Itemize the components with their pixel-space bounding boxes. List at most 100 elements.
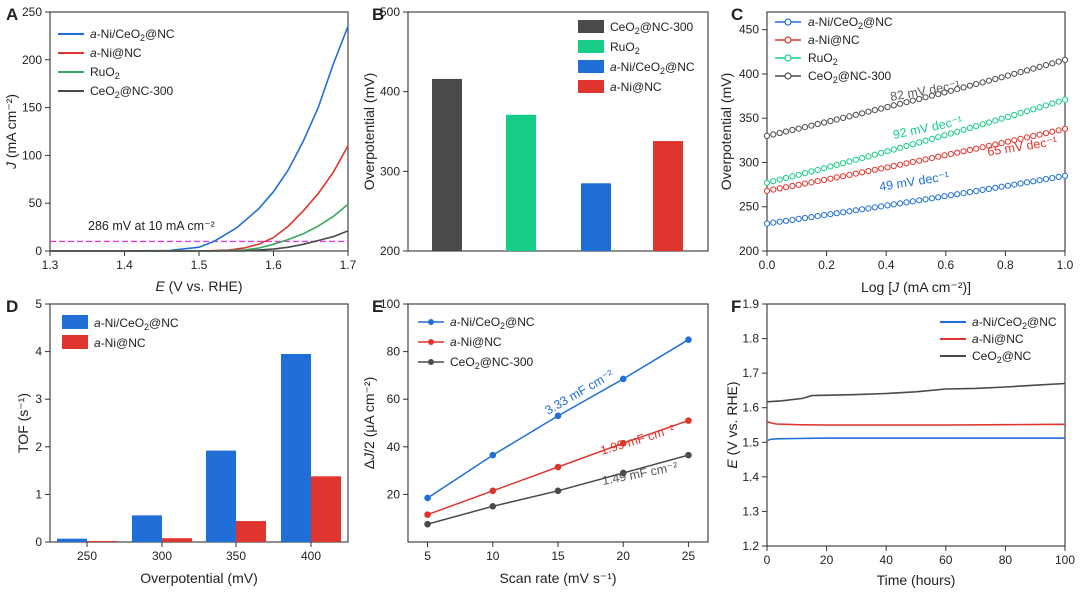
- panel-c-point-1: [840, 173, 847, 180]
- panel-c-point-2: [789, 173, 796, 180]
- panel-c-y-tick-label: 300: [739, 155, 759, 169]
- panel-a-x-tick-label: 1.4: [116, 258, 133, 272]
- panel-c-point-1: [941, 152, 948, 159]
- panel-c-point-1: [909, 158, 916, 166]
- panel-a-series-line-1: [50, 145, 349, 252]
- panel-c-point-2: [821, 165, 828, 172]
- panel-c-point-1: [871, 166, 878, 173]
- panel-d-y-axis-title: TOF (s⁻¹): [15, 393, 31, 453]
- panel-f-x-axis-title: Time (hours): [877, 572, 956, 588]
- panel-c-point-2: [1023, 108, 1031, 115]
- panel-label-e: E: [372, 297, 383, 316]
- panel-c-point-1: [827, 175, 834, 182]
- panel-c-point-3: [1042, 62, 1050, 69]
- panel-c-point-2: [833, 161, 840, 168]
- panel-c-point-2: [865, 153, 872, 160]
- panel-c-point-0: [947, 192, 955, 199]
- panel-c-point-2: [1030, 106, 1037, 113]
- panel-c-point-3: [890, 102, 897, 109]
- axis-title-units: (V vs. RHE): [165, 278, 243, 294]
- panel-d-y-tick-label: 2: [35, 440, 42, 454]
- panel-c-point-3: [833, 116, 840, 123]
- panel-e-point-2: [685, 451, 692, 459]
- panel-c-point-3: [776, 129, 783, 137]
- panel-a-x-tick-label: 1.5: [191, 258, 208, 272]
- panel-f-y-tick-label: 1.4: [742, 470, 759, 484]
- panel-e-capacitance-label-2: 1.49 mF cm⁻²: [601, 460, 679, 488]
- legend-label-main: CeO: [610, 20, 635, 34]
- panel-e: E 5 10 15 20 25 20 40 60 80 100 3.33 mF cm⁻² 1.99 mF…: [361, 297, 709, 586]
- panel-c-point-2: [954, 128, 961, 135]
- legend-label-main: -Ni/CeO: [457, 315, 500, 329]
- panel-c-point-2: [871, 151, 878, 158]
- panel-e-y-tick-label: 100: [380, 297, 400, 311]
- panel-c-point-3: [770, 131, 777, 138]
- panel-c-point-0: [985, 185, 993, 192]
- panel-c-point-3: [966, 82, 974, 89]
- legend-label-main: -Ni@NC: [617, 80, 662, 94]
- panel-c-point-1: [808, 179, 815, 186]
- axis-title-symbol: J: [891, 279, 900, 295]
- panel-f-series-line-0: [766, 437, 1065, 442]
- legend-label-tail: @NC: [149, 316, 179, 330]
- panel-c-point-0: [903, 199, 910, 206]
- panel-c-point-3: [801, 124, 809, 131]
- panel-c-point-2: [960, 126, 967, 133]
- panel-c-point-3: [808, 122, 815, 129]
- panel-c-point-0: [916, 197, 923, 204]
- panel-c-point-3: [763, 132, 771, 139]
- legend-label-tail: @NC-300: [480, 355, 534, 369]
- panel-d-y-tick-label: 4: [35, 345, 42, 359]
- panel-c-point-0: [1036, 177, 1043, 184]
- panel-c-point-1: [928, 155, 936, 162]
- panel-c-point-1: [903, 160, 910, 167]
- legend-label-main: CeO: [450, 355, 475, 369]
- axis-title-symbol: E: [155, 278, 165, 294]
- panel-c-point-0: [960, 190, 967, 197]
- legend-label-tail: @NC: [665, 60, 695, 74]
- panel-c-point-0: [1023, 179, 1031, 186]
- panel-c-point-3: [859, 110, 866, 117]
- legend-label-italic: a: [972, 332, 979, 346]
- panel-b-plot-frame: [407, 11, 709, 252]
- panel-c-point-2: [1042, 102, 1050, 109]
- panel-c-point-1: [979, 144, 986, 151]
- panel-c-point-0: [1017, 180, 1024, 187]
- panel-c-point-2: [922, 137, 929, 144]
- panel-d-plot-frame: [49, 303, 349, 543]
- panel-c-point-2: [909, 141, 916, 148]
- panel-f-y-tick-label: 1.8: [742, 332, 759, 346]
- legend-label-subscript: 2: [475, 361, 480, 371]
- panel-c-point-2: [1011, 111, 1018, 119]
- panel-c-point-0: [897, 200, 904, 207]
- legend-label-tail: @NC-300: [120, 84, 174, 98]
- panel-c-point-2: [985, 119, 993, 126]
- panel-c-legend-swatch-marker-3: [784, 72, 792, 80]
- panel-c-y-tick-label: 400: [739, 67, 759, 81]
- panel-e-legend-swatch-marker-0: [428, 319, 434, 325]
- panel-b-legend-label-1: RuO2: [610, 40, 640, 56]
- legend-label-italic: a: [90, 46, 97, 60]
- panel-c-point-3: [782, 128, 790, 135]
- legend-label-main: -Ni/CeO: [97, 27, 140, 41]
- panel-c-point-0: [795, 215, 802, 222]
- legend-label-tail: @NC-300: [640, 20, 694, 34]
- panel-b-legend-label-0: CeO2@NC-300: [610, 20, 694, 36]
- panel-a-series-line-0: [50, 26, 349, 252]
- panel-c-point-3: [795, 125, 802, 132]
- panel-a-y-tick-label: 50: [29, 196, 43, 210]
- panel-e-x-tick-label: 20: [617, 549, 631, 563]
- panel-c-slope-label-2: 92 mV dec⁻¹: [892, 114, 964, 142]
- panel-d-x-tick-label: 400: [301, 549, 321, 563]
- panel-c-point-3: [871, 107, 878, 114]
- panel-c-point-1: [859, 169, 866, 176]
- panel-c-point-3: [922, 94, 929, 101]
- panel-c-point-2: [1055, 98, 1062, 105]
- panel-e-capacitance-label-1: 1.99 mF cm⁻²: [599, 422, 676, 458]
- panel-e-x-tick-label: 10: [486, 549, 500, 563]
- panel-c-point-1: [814, 178, 821, 185]
- panel-e-point-1: [554, 463, 562, 471]
- legend-label-main: -Ni/CeO: [101, 316, 144, 330]
- panel-f-y-axis-title: E (V vs. RHE): [724, 381, 740, 468]
- panel-c-point-2: [998, 115, 1005, 122]
